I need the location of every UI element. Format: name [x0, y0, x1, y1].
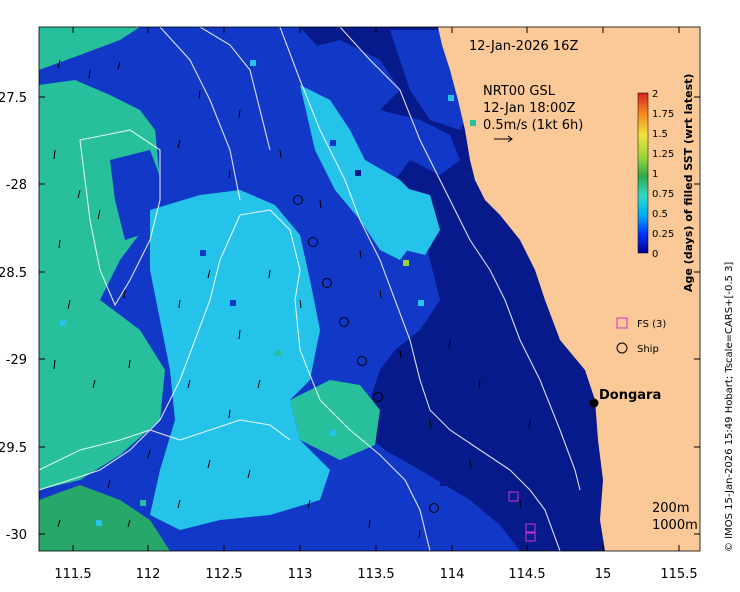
fs-legend-label: FS (3) [637, 319, 666, 330]
fs-marker [525, 531, 536, 542]
colorbar: 2 1.75 1.5 1.25 1 0.75 0.5 0.25 0 Age (d… [637, 74, 695, 292]
x-tick-label: 111.5 [54, 567, 91, 582]
y-tick-label: -27.5 [0, 91, 27, 106]
y-tick-label: -28.5 [0, 266, 27, 281]
land-area [438, 27, 700, 551]
ship-legend-label: Ship [637, 344, 659, 355]
depth-label-200: 200m [652, 501, 689, 516]
ship-marker [293, 195, 303, 205]
ship-marker [373, 392, 383, 402]
x-tick-label: 112 [136, 567, 161, 582]
depth-contours [39, 27, 581, 551]
teal-region-south [290, 380, 380, 460]
colorbar-tick: 0.75 [652, 189, 674, 200]
y-tick-label: -28 [6, 178, 27, 193]
y-tick-label: -29.5 [0, 441, 27, 456]
x-tick-label: 113.5 [357, 567, 394, 582]
y-tick-label: -30 [6, 528, 27, 543]
map-area [39, 27, 700, 551]
ship-marker [322, 278, 332, 288]
x-tick-label: 15 [595, 567, 612, 582]
scale-arrow [494, 135, 513, 143]
place-label: Dongara [599, 388, 661, 403]
ship-legend-marker [616, 342, 628, 354]
fs-marker [525, 523, 536, 534]
cyan-patch-north [395, 185, 440, 255]
plot-frame [38, 26, 701, 552]
green-region-southwest [39, 485, 170, 551]
fs-legend-marker [616, 317, 628, 329]
ship-marker [339, 317, 349, 327]
colorbar-tick: 1.5 [652, 129, 668, 140]
ship-marker [308, 237, 318, 247]
y-tick-labels: -27.5 -28 -28.5 -29 -29.5 -30 [0, 91, 27, 543]
tick-marks [39, 27, 700, 551]
x-tick-label: 114 [440, 567, 465, 582]
colorbar-tick: 1 [652, 169, 658, 180]
fs-markers [508, 491, 536, 542]
depth-label-1000: 1000m [652, 518, 698, 533]
y-tick-label: -29 [6, 353, 27, 368]
x-tick-label: 112.5 [205, 567, 242, 582]
colorbar-tick: 0 [652, 249, 658, 260]
cyan-region-central [150, 190, 330, 530]
current-vectors [53, 59, 531, 539]
teal-region-north [39, 27, 140, 70]
info-line: 12-Jan 18:00Z [483, 101, 576, 116]
colorbar-tick: 0.5 [652, 209, 668, 220]
colorbar-gradient [637, 92, 649, 254]
info-line: 0.5m/s (1kt 6h) [483, 118, 583, 133]
ship-marker [429, 503, 439, 513]
speckle-pixels [60, 60, 476, 526]
fs-marker [508, 491, 519, 502]
ship-track [293, 195, 439, 513]
map-legend: FS (3) Ship [616, 317, 666, 355]
town-marker [589, 398, 599, 408]
colorbar-tick: 1.25 [652, 149, 674, 160]
side-caption: © IMOS 15-Jan-2026 15:49 Hobart; Tscale=… [724, 262, 735, 552]
ship-marker [357, 356, 367, 366]
x-tick-labels: 111.5 112 112.5 113 113.5 114 114.5 15 1… [54, 567, 697, 582]
colorbar-tick: 1.75 [652, 109, 674, 120]
x-tick-label: 114.5 [508, 567, 545, 582]
colorbar-tick: 0.25 [652, 229, 674, 240]
timestamp-label: 12-Jan-2026 16Z [469, 39, 578, 54]
colorbar-title: Age (days) of filled SST (wrt latest) [682, 74, 695, 292]
blue-patch-coast [390, 30, 470, 130]
info-line: NRT00 GSL [483, 84, 556, 99]
colorbar-tick: 2 [652, 89, 658, 100]
x-tick-label: 115.5 [660, 567, 697, 582]
blue-patch-north [300, 40, 400, 110]
x-tick-label: 113 [288, 567, 313, 582]
